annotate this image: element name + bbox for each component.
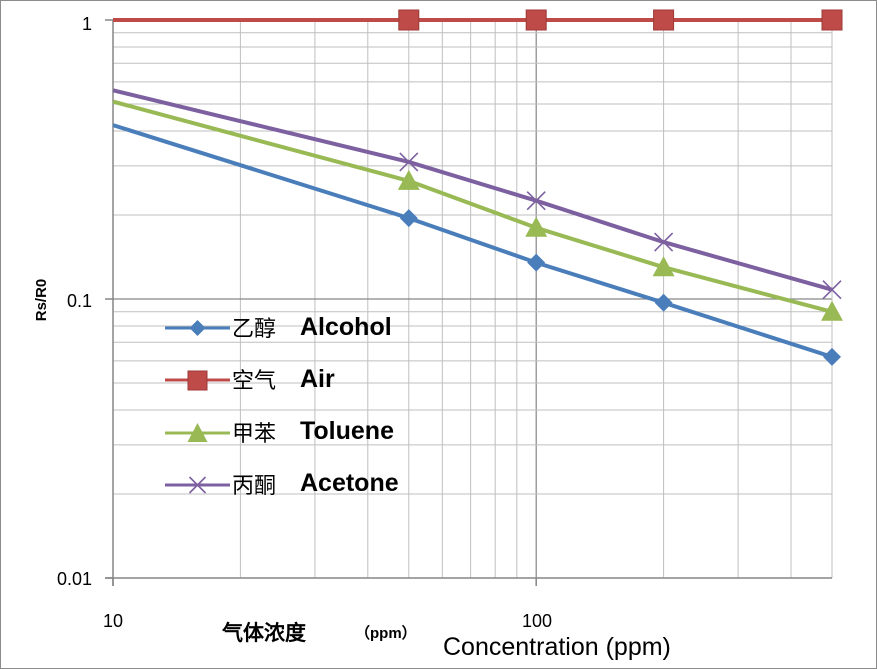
legend: 乙醇 Alcohol 空气 Air 甲苯 Toluene 丙酮 Acetone: [165, 313, 399, 499]
legend-label-cn: 丙酮: [232, 474, 276, 499]
y-tick-label: 0.1: [67, 291, 92, 311]
legend-marker-square: [187, 370, 208, 391]
legend-label-en: Air: [300, 365, 335, 393]
legend-label-en: Acetone: [300, 469, 399, 497]
legend-label-cn: 空气: [232, 369, 276, 394]
data-point-acetone: [654, 232, 674, 252]
y-tick-label: 0.01: [57, 569, 92, 589]
data-point-alcohol: [399, 209, 418, 228]
legend-label-cn: 甲苯: [232, 422, 276, 447]
y-tick-label: 1: [82, 14, 92, 34]
legend-item-acetone: 丙酮 Acetone: [165, 469, 399, 499]
series-air: [113, 9, 843, 31]
data-point-air: [821, 9, 843, 31]
x-axis-title-chinese: 气体浓度: [221, 621, 306, 645]
data-point-toluene: [821, 300, 843, 321]
legend-marker-diamond: [189, 320, 206, 336]
legend-marker-triangle: [187, 423, 208, 442]
data-point-toluene: [397, 169, 420, 190]
x-axis-title-unit: （ppm）: [355, 624, 417, 642]
legend-label-cn: 乙醇: [232, 317, 276, 342]
legend-item-air: 空气 Air: [165, 365, 335, 394]
legend-marker-x: [188, 476, 207, 494]
grid: [113, 19, 833, 578]
axes: [105, 19, 832, 586]
series-acetone: [112, 88, 842, 300]
data-point-toluene: [525, 216, 548, 237]
legend-label-en: Toluene: [300, 417, 394, 445]
legend-item-toluene: 甲苯 Toluene: [165, 417, 394, 447]
series-layer: [112, 9, 843, 366]
data-point-toluene: [652, 256, 675, 277]
series-line-alcohol: [112, 123, 833, 359]
series-toluene: [112, 99, 843, 321]
data-point-acetone: [822, 280, 842, 300]
x-tick-label: 100: [522, 611, 552, 631]
series-line-acetone: [112, 88, 833, 292]
data-point-alcohol: [654, 293, 673, 312]
legend-item-alcohol: 乙醇 Alcohol: [165, 313, 392, 342]
data-point-alcohol: [527, 253, 546, 272]
data-point-air: [653, 9, 675, 31]
legend-label-en: Alcohol: [300, 313, 392, 341]
data-point-acetone: [526, 191, 546, 211]
x-axis-title-english: Concentration (ppm): [443, 633, 671, 661]
x-tick-label: 10: [103, 611, 123, 631]
series-alcohol: [112, 123, 841, 366]
y-axis-title: Rs/R0: [33, 279, 50, 322]
data-point-acetone: [399, 152, 419, 172]
series-line-toluene: [112, 99, 833, 314]
data-point-air: [398, 9, 420, 31]
data-point-alcohol: [823, 347, 841, 366]
data-point-air: [525, 9, 547, 31]
